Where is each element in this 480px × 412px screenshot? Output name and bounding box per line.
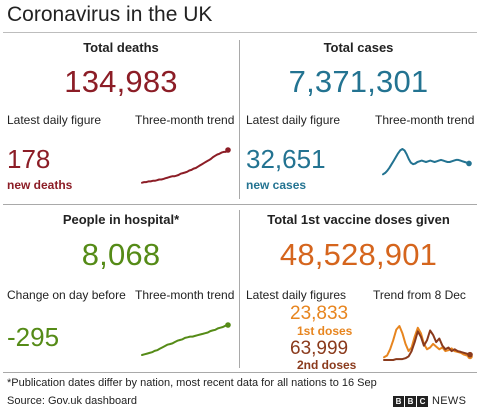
divider-horizontal: [3, 204, 477, 205]
vaccine-header: Total 1st vaccine doses given: [267, 212, 450, 227]
hospital-latest-value: -295: [7, 322, 60, 352]
hospital-trend-end-point: [225, 322, 231, 328]
vaccine-trend-sparkline: [383, 325, 473, 361]
deaths-latest-value: 178: [7, 144, 51, 174]
bbc-logo-news: NEWS: [432, 395, 467, 407]
second-doses-trend-line: [383, 329, 471, 361]
deaths-trend-sparkline: [141, 147, 231, 184]
hospital-trend-sparkline: [141, 322, 231, 356]
first-doses-trend-line: [383, 325, 471, 359]
cases-latest-value: 32,651: [246, 144, 326, 174]
deaths-trend-end-point: [225, 147, 231, 153]
divider-bottom: [3, 372, 477, 373]
hospital-total: 8,068: [81, 237, 161, 272]
vaccine-latest-label: Latest daily figures: [246, 288, 347, 302]
vaccine-total: 48,528,901: [279, 237, 438, 272]
cases-latest-label: Latest daily figure: [246, 113, 341, 127]
deaths-header: Total deaths: [83, 40, 159, 55]
first-doses-value: 23,833: [290, 303, 349, 324]
hospital-header: People in hospital*: [62, 212, 180, 227]
cases-total: 7,371,301: [288, 64, 429, 99]
page-title: Coronavirus in the UK: [7, 3, 213, 26]
cases-trend-line: [382, 148, 470, 176]
second-doses-value: 63,999: [290, 338, 349, 359]
hospital-trend-line: [141, 324, 229, 356]
bbc-logo-box-b1: B: [393, 395, 404, 407]
cases-header: Total cases: [323, 40, 394, 55]
footnote: *Publication dates differ by nation, mos…: [7, 377, 377, 389]
bbc-logo-box-b2: B: [405, 395, 416, 407]
bbc-news-logo: B B C NEWS: [393, 395, 466, 407]
deaths-trend-label: Three-month trend: [135, 113, 235, 127]
second-doses-trend-end-point: [467, 351, 473, 358]
hospital-latest-label: Change on day before: [7, 288, 126, 302]
cases-trend-sparkline: [382, 148, 472, 176]
cases-trend-label: Three-month trend: [375, 113, 475, 127]
cases-trend-end-point: [466, 160, 472, 167]
hospital-trend-label: Three-month trend: [135, 288, 235, 302]
source-line: Source: Gov.uk dashboard: [7, 395, 138, 407]
bbc-logo-box-c: C: [417, 395, 428, 407]
first-doses-label: 1st doses: [297, 324, 353, 338]
title-rule: [3, 32, 477, 33]
deaths-total: 134,983: [64, 64, 178, 99]
deaths-trend-line: [141, 149, 229, 184]
second-doses-label: 2nd doses: [297, 358, 357, 372]
divider-vertical-top: [239, 40, 240, 199]
cases-latest-sub: new cases: [246, 178, 307, 192]
deaths-latest-label: Latest daily figure: [7, 113, 102, 127]
deaths-latest-sub: new deaths: [7, 178, 73, 192]
divider-vertical-bottom: [239, 210, 240, 368]
vaccine-trend-label: Trend from 8 Dec: [373, 288, 466, 302]
